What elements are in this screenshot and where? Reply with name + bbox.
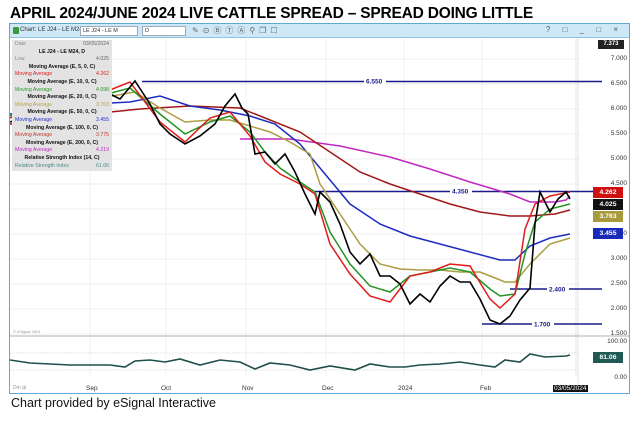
legend-study-name[interactable]: Moving Average (E, 5, 0, C): [28, 63, 96, 70]
y-tick: 6.500: [610, 80, 627, 87]
last-price-tag: 7.373: [598, 40, 624, 49]
comment-icon[interactable]: ☐: [270, 26, 282, 35]
ma200-line: [240, 138, 571, 203]
rsi-value-tag: 61.06: [593, 352, 623, 363]
chart-caption: Chart provided by eSignal Interactive: [11, 396, 216, 410]
current-date-tag: 03/05/2024: [553, 385, 588, 392]
legend-study-label: Moving Average: [15, 86, 53, 93]
legend-study-value: 4.219: [96, 147, 109, 154]
ref-label-1700: 1.700: [534, 322, 551, 329]
rsi-line: [10, 353, 571, 371]
legend-study-label: Moving Average: [15, 116, 53, 123]
ma20-value-tag: 3.763: [593, 211, 623, 222]
legend-study-label: Moving Average: [15, 101, 53, 108]
legend-study-label: Moving Average: [15, 71, 53, 78]
legend-date-label: Date: [15, 41, 26, 47]
y-tick: 2.000: [610, 305, 627, 312]
link-icon[interactable]: ⚲: [249, 26, 260, 35]
legend-date-value: 03/05/2024: [83, 41, 109, 47]
chart-title: Chart: LE J24 - LE M24, D: [20, 27, 91, 33]
x-tick: Feb: [480, 385, 492, 392]
legend-symbol: LE J24 - LE M24, D: [38, 48, 86, 55]
legend-low-label: Low: [15, 56, 25, 63]
grid: [10, 39, 580, 376]
chart-canvas: 6.550 4.350 2.400 1.700: [10, 39, 629, 393]
y-tick: 1.500: [610, 330, 627, 337]
legend-study-value: 3.455: [96, 116, 109, 123]
legend-study-label: Relative Strength Index: [15, 162, 69, 169]
symbol-input[interactable]: LE J24 - LE M: [80, 26, 138, 36]
t-icon[interactable]: Ⓣ: [225, 26, 238, 35]
x-tick: 2024: [398, 385, 413, 392]
y-tick: 3.000: [610, 255, 627, 262]
date-axis-icon[interactable]: Dm ⊞: [13, 385, 27, 391]
x-tick: Sep: [86, 385, 98, 392]
y-tick: 7.000: [610, 55, 627, 62]
y-tick: 2.500: [610, 280, 627, 287]
ref-label-6550: 6.550: [366, 79, 383, 86]
legend-study-label: Moving Average: [15, 132, 53, 139]
legend-study-value: 3.775: [96, 132, 109, 139]
price-value-tag: 4.025: [593, 199, 623, 210]
y-tick: 4.500: [610, 180, 627, 187]
page-title: APRIL 2024/JUNE 2024 LIVE CATTLE SPREAD …: [10, 5, 533, 22]
legend-study-value: 4.098: [96, 86, 109, 93]
cursor-icon[interactable]: ⊙: [202, 26, 214, 35]
legend-study-name[interactable]: Moving Average (E, 10, 0, C): [27, 78, 97, 85]
study-legend: Date 03/05/2024 LE J24 - LE M24, D Low 4.0…: [12, 40, 112, 172]
b-icon[interactable]: Ⓑ: [213, 26, 226, 35]
ma5-line: [10, 81, 571, 310]
chart-window: Chart: LE J24 - LE M24, D LE J24 - LE M …: [9, 23, 630, 394]
ref-label-4350: 4.350: [452, 189, 469, 196]
watermark: © eSignal 2024: [13, 329, 41, 334]
rsi-y-tick: 0.00: [614, 374, 627, 381]
x-tick: Dec: [322, 385, 334, 392]
legend-study-name[interactable]: Moving Average (E, 20, 0, C): [27, 94, 97, 101]
ref-label-2400: 2.400: [549, 287, 566, 294]
chart-toolbar: Chart: LE J24 - LE M24, D LE J24 - LE M …: [10, 24, 629, 38]
rsi-y-tick: 100.00: [607, 338, 627, 345]
legend-study-value: 61.06: [96, 162, 109, 169]
x-tick: Nov: [242, 385, 254, 392]
window-controls[interactable]: ? □ _ □ ×: [545, 25, 623, 34]
ma50-value-tag: 3.455: [593, 228, 623, 239]
legend-study-name[interactable]: Relative Strength Index (14, C): [24, 154, 100, 161]
chart-app-icon: [13, 27, 19, 34]
ma100-line: [10, 105, 571, 217]
ma5-value-tag: 4.262: [593, 187, 623, 198]
legend-study-label: Moving Average: [15, 147, 53, 154]
legend-study-value: 4.262: [96, 71, 109, 78]
legend-study-value: 3.763: [96, 101, 109, 108]
drawing-tools[interactable]: ✎⊙ⒷⓉⒶ⚲❐☐: [192, 25, 282, 36]
legend-study-name[interactable]: Moving Average (E, 200, 0, C): [26, 139, 98, 146]
ma50-line: [10, 95, 571, 261]
legend-study-name[interactable]: Moving Average (E, 100, 0, C): [26, 124, 98, 131]
clipboard-icon[interactable]: ❐: [259, 26, 271, 35]
legend-study-name[interactable]: Moving Average (E, 50, 0, C): [27, 109, 97, 116]
price-line: [10, 79, 571, 325]
y-tick: 5.500: [610, 130, 627, 137]
y-tick: 5.000: [610, 155, 627, 162]
legend-low-value: 4.025: [96, 56, 109, 63]
x-tick: Oct: [161, 385, 172, 392]
pencil-icon[interactable]: ✎: [192, 26, 203, 35]
y-tick: 6.000: [610, 105, 627, 112]
interval-select[interactable]: D: [142, 26, 186, 36]
a-icon[interactable]: Ⓐ: [237, 26, 250, 35]
